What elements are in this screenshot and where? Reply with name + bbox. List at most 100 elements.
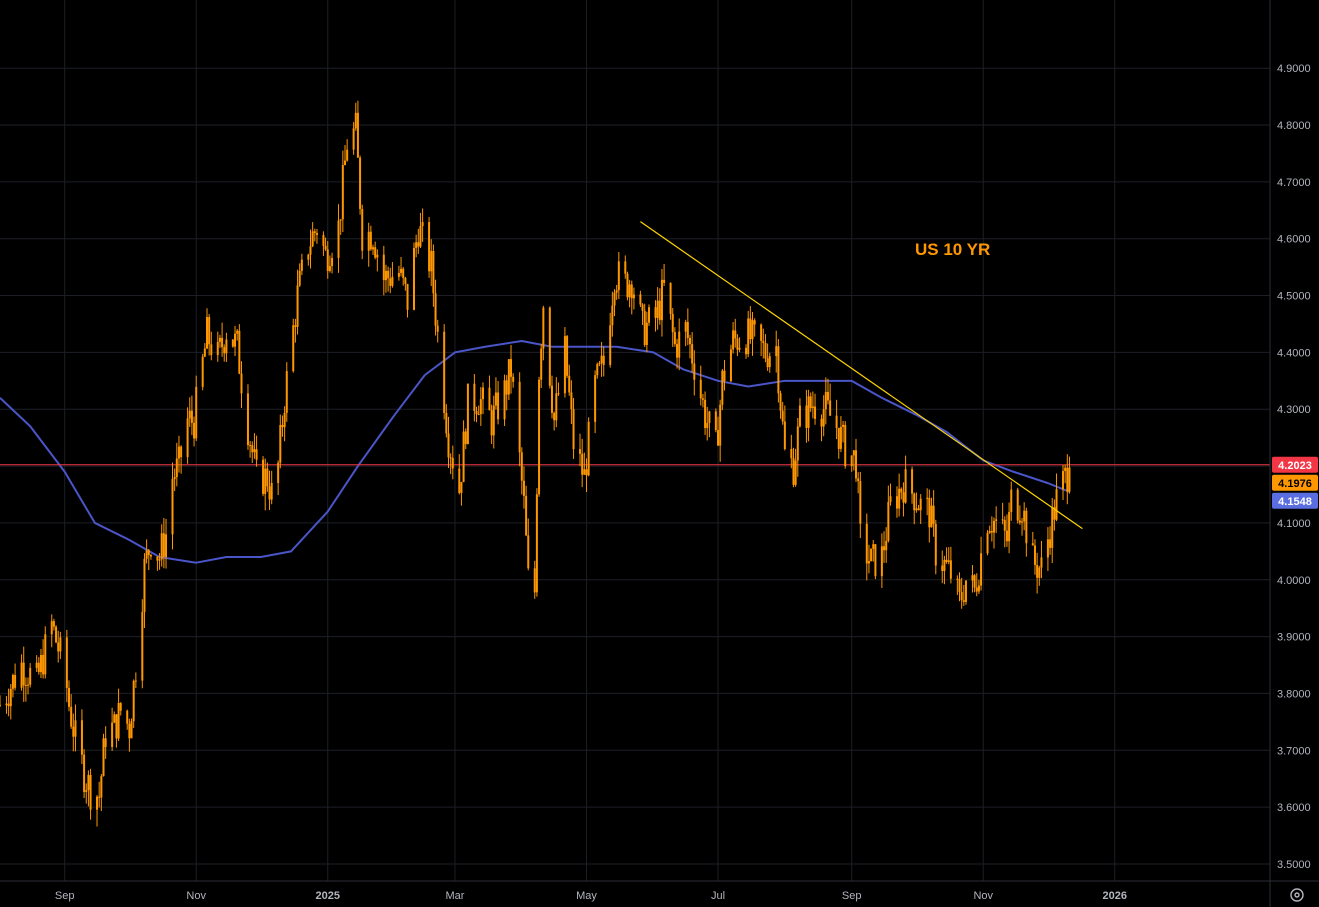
candle-body: [628, 284, 631, 298]
candle-body: [686, 322, 689, 338]
candle-body: [130, 721, 133, 739]
candle-body: [684, 322, 687, 332]
candle-body: [512, 376, 515, 382]
candle-body: [236, 330, 239, 334]
candle-body: [654, 307, 657, 318]
candle-body: [367, 231, 370, 251]
candle-body: [749, 318, 752, 340]
candle-body: [231, 339, 234, 347]
y-tick-label: 4.3000: [1277, 404, 1311, 416]
candle-body: [266, 468, 269, 487]
candle-body: [820, 418, 823, 427]
candle-body: [911, 469, 914, 494]
candle-body: [837, 427, 840, 449]
candle-body: [384, 270, 387, 281]
candle-body: [990, 530, 993, 533]
candle-body: [798, 405, 801, 427]
candle-body: [611, 305, 614, 326]
candle-body: [160, 533, 163, 560]
candle-body: [11, 674, 14, 689]
candle-body: [20, 662, 23, 688]
candle-body: [117, 703, 120, 739]
candle-body: [57, 642, 60, 652]
candle-body: [246, 393, 249, 446]
candle-body: [337, 220, 340, 258]
candle-body: [402, 268, 405, 278]
candle-body: [615, 290, 618, 293]
candle-body: [600, 355, 603, 364]
candle-body: [307, 254, 310, 260]
candle-body: [356, 112, 359, 158]
candle-body: [464, 431, 467, 445]
candle-body: [1046, 539, 1049, 558]
candle-body: [900, 488, 903, 493]
candle-body: [475, 411, 478, 415]
candle-body: [238, 330, 241, 374]
candle-body: [550, 385, 553, 413]
candle-body: [270, 482, 273, 500]
candle-body: [104, 738, 107, 747]
y-tick-label: 3.7000: [1277, 745, 1311, 757]
candle-body: [369, 231, 372, 250]
x-tick-label: May: [576, 890, 597, 902]
price-tag: [1272, 474, 1318, 491]
candle-body: [807, 396, 810, 428]
price-tags: 4.2023 4.1976 4.1548: [1272, 456, 1318, 509]
candle-body: [223, 347, 226, 354]
candle-body: [432, 250, 435, 294]
candle-body: [404, 277, 407, 284]
candle-body: [158, 559, 161, 561]
candle-body: [281, 424, 284, 428]
candle-body: [372, 247, 375, 250]
candle-body: [50, 621, 53, 635]
x-tick-label: Mar: [445, 890, 464, 902]
candle-body: [1008, 512, 1011, 542]
price-candles-layer: [0, 100, 1071, 827]
candle-body: [913, 493, 916, 511]
candle-body: [466, 383, 469, 445]
candle-body: [324, 245, 327, 250]
candle-body: [943, 559, 946, 572]
candle-body: [594, 375, 597, 422]
candle-body: [971, 575, 974, 581]
candle-body: [24, 684, 27, 686]
candle-body: [542, 307, 545, 349]
candle-body: [134, 680, 137, 682]
candle-body: [867, 561, 870, 564]
candle-body: [376, 254, 379, 258]
candle-body: [1001, 519, 1004, 521]
candle-body: [39, 654, 42, 673]
candle-body: [704, 399, 707, 428]
candle-body: [234, 333, 237, 347]
candle-body: [964, 580, 967, 602]
candle-body: [195, 386, 198, 439]
candle-body: [436, 325, 439, 332]
moving-average-line: [0, 340, 1070, 564]
price-tag-label: 4.1976: [1278, 478, 1312, 490]
trendline-layer: [640, 221, 1083, 530]
candle-body: [734, 330, 737, 339]
candle-body: [919, 498, 922, 511]
candle-body: [37, 662, 40, 673]
candle-body: [460, 482, 463, 493]
candle-body: [251, 445, 254, 453]
candle-body: [566, 336, 569, 376]
candle-body: [434, 293, 437, 326]
y-tick-label: 4.5000: [1277, 291, 1311, 303]
settings-icon[interactable]: [1290, 888, 1304, 902]
candle-body: [412, 247, 415, 310]
candle-body: [570, 392, 573, 410]
candle-body: [995, 519, 998, 521]
candle-body: [83, 754, 86, 792]
candle-body: [331, 257, 334, 267]
candle-body: [218, 337, 221, 342]
candle-body: [507, 359, 510, 395]
candle-body: [1055, 489, 1058, 520]
candle-body: [540, 348, 543, 380]
trendline[interactable]: [640, 221, 1083, 530]
candle-body: [885, 540, 888, 551]
candle-body: [844, 424, 847, 467]
candle-body: [932, 505, 935, 524]
